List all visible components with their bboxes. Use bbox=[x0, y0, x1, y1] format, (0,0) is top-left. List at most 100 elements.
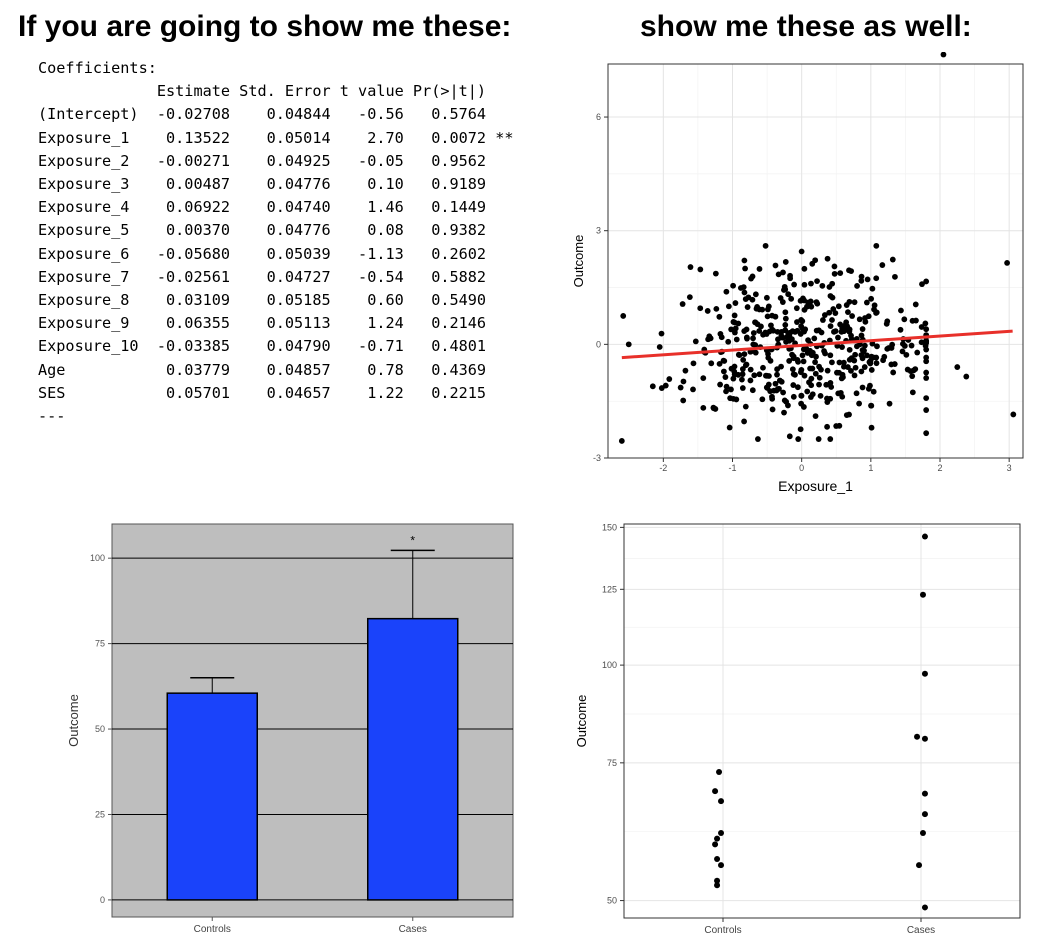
data-point bbox=[783, 338, 789, 345]
data-point bbox=[759, 396, 766, 403]
data-point bbox=[743, 361, 750, 368]
data-point bbox=[921, 904, 928, 911]
data-point bbox=[705, 336, 712, 343]
data-point bbox=[765, 381, 772, 388]
data-point bbox=[824, 255, 831, 262]
data-point bbox=[826, 309, 833, 316]
data-point bbox=[733, 396, 740, 403]
y-tick-label: 25 bbox=[95, 809, 105, 819]
data-point bbox=[723, 383, 730, 390]
exposure-scatter-plot: -2 -1 0 1 2 3 -3 0 3 6 Exposure_1 Outcome bbox=[571, 52, 1024, 494]
row-name: Exposure_2 bbox=[38, 151, 148, 170]
data-point bbox=[816, 381, 822, 388]
row-name: Exposure_8 bbox=[38, 291, 148, 310]
data-point bbox=[752, 291, 759, 298]
y-tick-label: 125 bbox=[602, 584, 617, 594]
data-point bbox=[774, 366, 781, 373]
data-point bbox=[718, 830, 725, 837]
estimate-cell: -0.03385 bbox=[147, 337, 231, 356]
data-point bbox=[793, 305, 800, 312]
y-tick-label: -3 bbox=[593, 453, 601, 463]
data-point bbox=[725, 303, 732, 310]
std-error-cell: 0.04776 bbox=[230, 175, 331, 194]
data-point bbox=[921, 811, 928, 818]
data-point bbox=[713, 305, 720, 312]
data-point bbox=[859, 384, 866, 391]
data-point bbox=[774, 328, 781, 335]
y-tick-label: 50 bbox=[95, 724, 105, 734]
data-point bbox=[940, 52, 947, 58]
y-tick-label: 75 bbox=[607, 758, 617, 768]
column-header: Estimate bbox=[147, 82, 231, 101]
data-point bbox=[868, 402, 874, 409]
significance-marker: * bbox=[410, 533, 415, 547]
data-point bbox=[786, 358, 793, 364]
data-point bbox=[782, 322, 789, 328]
std-error-cell: 0.04790 bbox=[230, 337, 331, 356]
std-error-cell: 0.05039 bbox=[230, 244, 331, 263]
data-point bbox=[820, 317, 826, 323]
data-point bbox=[848, 367, 854, 374]
data-point bbox=[723, 388, 729, 395]
data-point bbox=[921, 670, 928, 677]
data-point bbox=[811, 335, 818, 342]
outcome-dot-plot: 50 75 100 125 150 Controls Cases Outcome bbox=[574, 522, 1021, 936]
data-point bbox=[731, 371, 738, 378]
data-point bbox=[841, 328, 847, 335]
data-point bbox=[827, 293, 834, 299]
data-point bbox=[837, 389, 844, 396]
data-point bbox=[804, 388, 811, 395]
data-point bbox=[817, 392, 824, 399]
std-error-cell: 0.04857 bbox=[230, 360, 331, 379]
data-point bbox=[801, 281, 808, 288]
data-point bbox=[845, 309, 851, 316]
data-point bbox=[687, 264, 694, 270]
data-point bbox=[923, 358, 930, 365]
data-point bbox=[809, 349, 816, 356]
data-point bbox=[858, 277, 865, 284]
data-point bbox=[763, 331, 770, 337]
right-heading: show me these as well: bbox=[640, 10, 972, 43]
p-value-cell: 0.0072 bbox=[403, 128, 487, 147]
data-point bbox=[814, 300, 821, 307]
data-point bbox=[714, 877, 721, 884]
data-point bbox=[918, 339, 925, 346]
y-tick-label: 150 bbox=[602, 522, 617, 532]
x-tick-label: -1 bbox=[728, 463, 736, 473]
data-point bbox=[741, 418, 747, 425]
row-name: Exposure_10 bbox=[38, 337, 148, 356]
p-value-cell: 0.9189 bbox=[403, 175, 487, 194]
estimate-cell: 0.03779 bbox=[147, 360, 231, 379]
x-tick-label: Cases bbox=[907, 925, 935, 936]
data-point bbox=[798, 392, 805, 399]
data-point bbox=[824, 367, 831, 374]
data-point bbox=[899, 348, 906, 355]
data-point bbox=[658, 385, 665, 391]
data-point bbox=[892, 273, 898, 280]
y-axis-label: Outcome bbox=[571, 235, 586, 288]
t-value-cell: -1.13 bbox=[330, 244, 404, 263]
data-point bbox=[801, 265, 808, 272]
data-point bbox=[919, 830, 926, 837]
data-point bbox=[714, 835, 721, 842]
t-value-cell: -0.56 bbox=[330, 105, 404, 124]
data-point bbox=[744, 304, 751, 310]
x-tick-label: 3 bbox=[1007, 463, 1012, 473]
row-name: Exposure_6 bbox=[38, 244, 148, 263]
data-point bbox=[923, 407, 930, 413]
data-point bbox=[830, 306, 837, 312]
data-point bbox=[752, 319, 759, 326]
data-point bbox=[843, 302, 850, 308]
data-point bbox=[737, 285, 744, 291]
data-point bbox=[767, 388, 774, 395]
data-point bbox=[1004, 259, 1010, 266]
data-point bbox=[883, 320, 890, 327]
data-point bbox=[858, 332, 865, 339]
data-point bbox=[764, 313, 771, 320]
data-point bbox=[680, 397, 687, 404]
row-name: SES bbox=[38, 383, 148, 402]
grid bbox=[624, 524, 1020, 918]
data-point bbox=[789, 366, 796, 373]
data-point bbox=[848, 355, 855, 361]
plot-border bbox=[623, 523, 1021, 919]
